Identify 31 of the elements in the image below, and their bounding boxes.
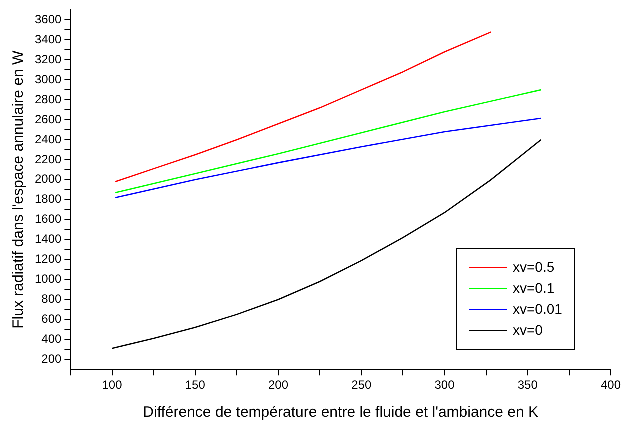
legend-label: xv=0.01 bbox=[512, 301, 562, 318]
legend-label: xv=0.5 bbox=[512, 259, 555, 276]
y-tick-label: 2600 bbox=[34, 112, 62, 126]
y-tick-label: 1400 bbox=[34, 232, 62, 246]
y-tick-label: 600 bbox=[42, 312, 62, 326]
y-tick-label: 2200 bbox=[34, 152, 62, 166]
x-tick-label: 250 bbox=[352, 378, 372, 392]
legend-label: xv=0.1 bbox=[512, 280, 555, 296]
x-axis-title: Différence de température entre le fluide et l'ambiance en K bbox=[143, 404, 539, 422]
y-tick-label: 3400 bbox=[34, 32, 62, 46]
y-tick-label: 1000 bbox=[34, 272, 62, 286]
legend-label: xv=0 bbox=[512, 322, 543, 338]
x-tick-label: 350 bbox=[518, 378, 538, 392]
y-tick-label: 3600 bbox=[34, 12, 62, 26]
y-tick-label: 2400 bbox=[34, 132, 62, 146]
y-tick-label: 3200 bbox=[34, 52, 62, 66]
y-tick-label: 2800 bbox=[34, 92, 62, 106]
y-tick-label: 200 bbox=[42, 352, 62, 366]
x-tick-label: 300 bbox=[434, 378, 456, 392]
x-tick-label: 150 bbox=[185, 378, 206, 392]
x-tick-label: 400 bbox=[600, 378, 622, 392]
y-tick-label: 400 bbox=[42, 332, 62, 346]
x-tick-label: 100 bbox=[102, 378, 123, 392]
y-tick-label: 800 bbox=[42, 292, 62, 306]
y-tick-label: 1800 bbox=[34, 192, 62, 206]
y-tick-label: 2000 bbox=[34, 172, 62, 186]
y-tick-label: 1600 bbox=[34, 212, 62, 226]
y-tick-label: 3000 bbox=[34, 72, 62, 86]
y-axis-title: Flux radiatif dans l'espace annulaire en W bbox=[10, 50, 28, 329]
x-tick-label: 200 bbox=[268, 378, 289, 392]
y-tick-label: 1200 bbox=[34, 252, 62, 266]
